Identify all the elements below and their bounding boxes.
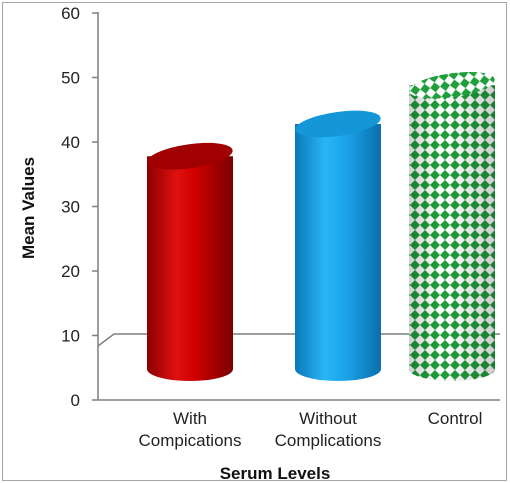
y-tick-label: 40 bbox=[61, 133, 80, 152]
y-tick-label: 10 bbox=[61, 327, 80, 346]
bar-top bbox=[409, 71, 495, 99]
y-tick-label: 50 bbox=[61, 69, 80, 88]
y-ticks: 0 10 20 30 40 50 60 bbox=[61, 4, 98, 410]
x-labels: With Compications Without Complications Cont… bbox=[139, 409, 483, 450]
y-tick-label: 30 bbox=[61, 198, 80, 217]
x-axis-title: Serum Levels bbox=[220, 464, 331, 483]
bar-1 bbox=[295, 110, 381, 381]
bar-top bbox=[295, 110, 381, 138]
y-axis-title: Mean Values bbox=[19, 157, 38, 259]
y-tick-label: 60 bbox=[61, 4, 80, 23]
bar-body bbox=[147, 156, 233, 381]
bar-shade bbox=[409, 85, 495, 381]
bar-0 bbox=[147, 142, 233, 381]
bar-2 bbox=[409, 71, 495, 381]
floor-left-edge bbox=[97, 333, 115, 347]
x-category-label: With Compications bbox=[139, 409, 242, 450]
bars bbox=[147, 71, 495, 381]
x-category-label: Control bbox=[428, 409, 483, 428]
y-tick-label: 0 bbox=[71, 391, 80, 410]
bar-top bbox=[147, 142, 233, 170]
x-category-label: Without Complications bbox=[275, 409, 382, 450]
bar-body bbox=[295, 123, 381, 381]
y-tick-label: 20 bbox=[61, 262, 80, 281]
